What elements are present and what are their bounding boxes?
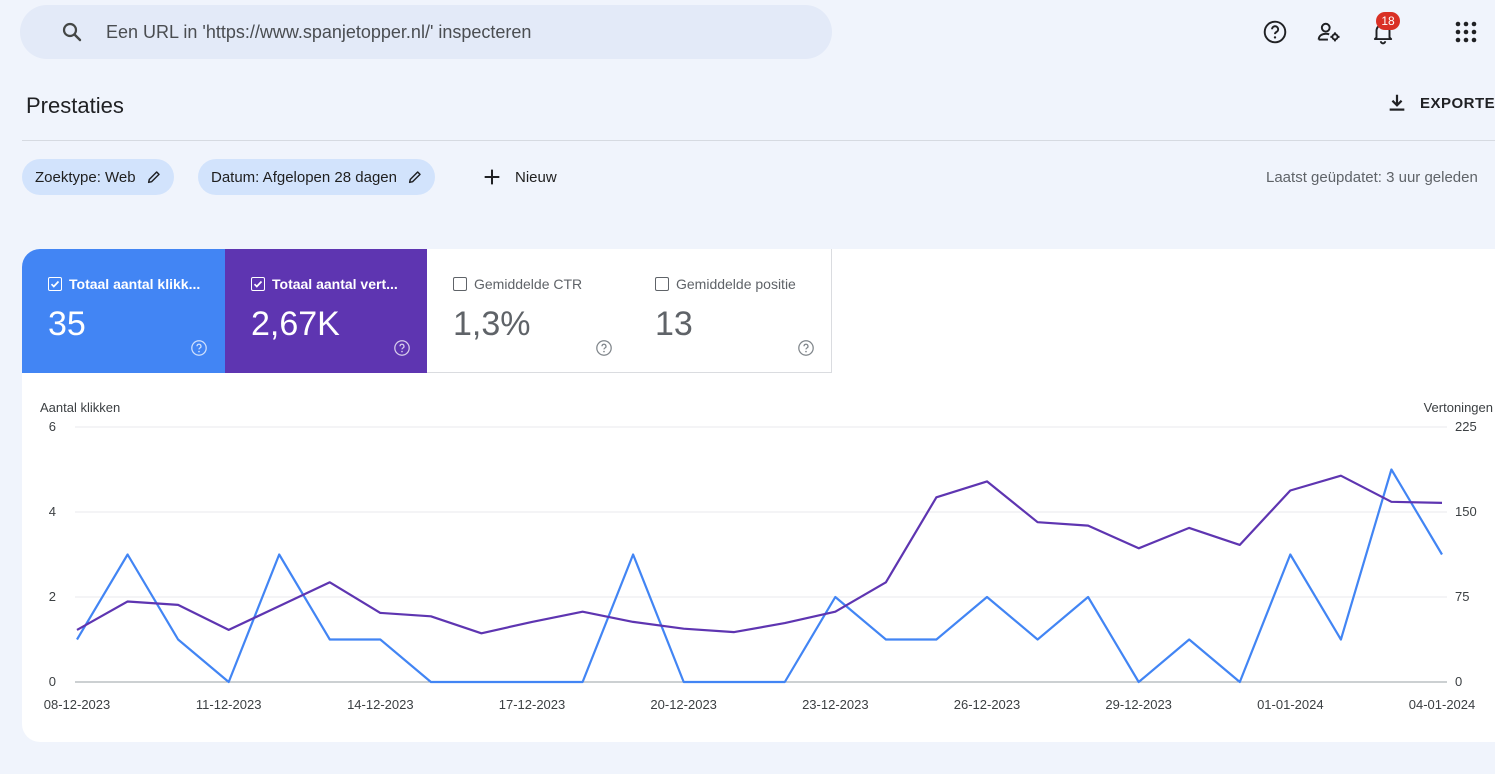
title-divider	[22, 140, 1495, 141]
right-axis-tick-label: 225	[1455, 419, 1477, 434]
metric-value: 35	[48, 305, 86, 343]
checkbox-unchecked-icon[interactable]	[655, 277, 669, 291]
plus-icon	[484, 169, 500, 185]
new-filter-button[interactable]: Nieuw	[481, 159, 557, 195]
url-inspect-input[interactable]	[106, 21, 786, 43]
download-icon	[1389, 94, 1405, 111]
edit-pencil-icon	[408, 171, 421, 184]
x-axis-tick-label: 04-01-2024	[1409, 697, 1476, 712]
left-axis-tick-label: 6	[49, 419, 56, 434]
x-axis-tick-label: 29-12-2023	[1105, 697, 1172, 712]
left-axis-tick-label: 2	[49, 589, 56, 604]
metric-label: Totaal aantal vert...	[272, 276, 398, 292]
last-updated-text: Laatst geüpdatet: 3 uur geleden	[1266, 169, 1478, 186]
left-axis-tick-label: 4	[49, 504, 56, 519]
x-axis-tick-label: 11-12-2023	[196, 697, 262, 712]
filter-chip-date[interactable]: Datum: Afgelopen 28 dagen	[198, 159, 435, 195]
metric-value: 13	[655, 305, 693, 343]
metric-card-position[interactable]: Gemiddelde positie 13	[629, 249, 832, 373]
right-axis-tick-label: 150	[1455, 504, 1477, 519]
x-axis-tick-label: 08-12-2023	[44, 697, 111, 712]
clicks-series-line	[76, 468, 1443, 684]
left-axis-tick-label: 0	[49, 674, 56, 689]
right-axis-tick-label: 75	[1455, 589, 1469, 604]
user-settings-icon[interactable]	[1315, 18, 1343, 46]
notification-count-badge: 18	[1376, 12, 1400, 30]
metric-card-impressions[interactable]: Totaal aantal vert... 2,67K	[225, 249, 428, 373]
right-axis-label: Vertoningen	[1424, 400, 1493, 415]
new-filter-label: Nieuw	[515, 168, 557, 186]
help-circle-icon[interactable]	[595, 339, 613, 357]
x-axis-tick-label: 14-12-2023	[347, 697, 414, 712]
help-circle-icon[interactable]	[393, 339, 411, 357]
help-icon[interactable]	[1261, 18, 1289, 46]
right-axis-tick-label: 0	[1455, 674, 1462, 689]
metric-label: Gemiddelde CTR	[474, 276, 583, 292]
x-axis-tick-label: 01-01-2024	[1257, 697, 1324, 712]
x-axis-tick-label: 26-12-2023	[954, 697, 1021, 712]
edit-pencil-icon	[147, 171, 160, 184]
export-button[interactable]: EXPORTEREN	[1386, 92, 1495, 114]
filter-chip-label: Datum: Afgelopen 28 dagen	[211, 168, 397, 186]
metric-card-clicks[interactable]: Totaal aantal klikk... 35	[22, 249, 225, 373]
url-inspect-search-bar[interactable]	[20, 5, 832, 59]
help-circle-icon[interactable]	[190, 339, 208, 357]
x-axis-tick-label: 23-12-2023	[802, 697, 869, 712]
page-title: Prestaties	[26, 93, 124, 118]
export-label: EXPORTEREN	[1420, 94, 1495, 112]
performance-panel: Totaal aantal klikk... 35 Totaal aantal …	[22, 249, 1495, 742]
checkbox-checked-icon[interactable]	[251, 277, 265, 291]
help-circle-icon[interactable]	[797, 339, 815, 357]
metric-value: 2,67K	[251, 305, 340, 343]
impressions-series-line	[76, 474, 1443, 635]
search-icon	[62, 22, 82, 42]
metric-label: Gemiddelde positie	[676, 276, 796, 292]
checkbox-checked-icon[interactable]	[48, 277, 62, 291]
checkbox-unchecked-icon[interactable]	[453, 277, 467, 291]
x-axis-tick-label: 20-12-2023	[650, 697, 717, 712]
left-axis-label: Aantal klikken	[40, 400, 120, 415]
filter-chip-search-type[interactable]: Zoektype: Web	[22, 159, 174, 195]
performance-chart: Aantal klikken Vertoningen 0 2 4 6 0 75 150 225…	[40, 400, 1493, 712]
filter-chip-label: Zoektype: Web	[35, 168, 136, 186]
x-axis-tick-label: 17-12-2023	[499, 697, 566, 712]
metric-card-ctr[interactable]: Gemiddelde CTR 1,3%	[427, 249, 630, 373]
metric-value: 1,3%	[453, 305, 531, 343]
apps-grid-icon[interactable]	[1452, 18, 1480, 46]
metric-label: Totaal aantal klikk...	[69, 276, 201, 292]
